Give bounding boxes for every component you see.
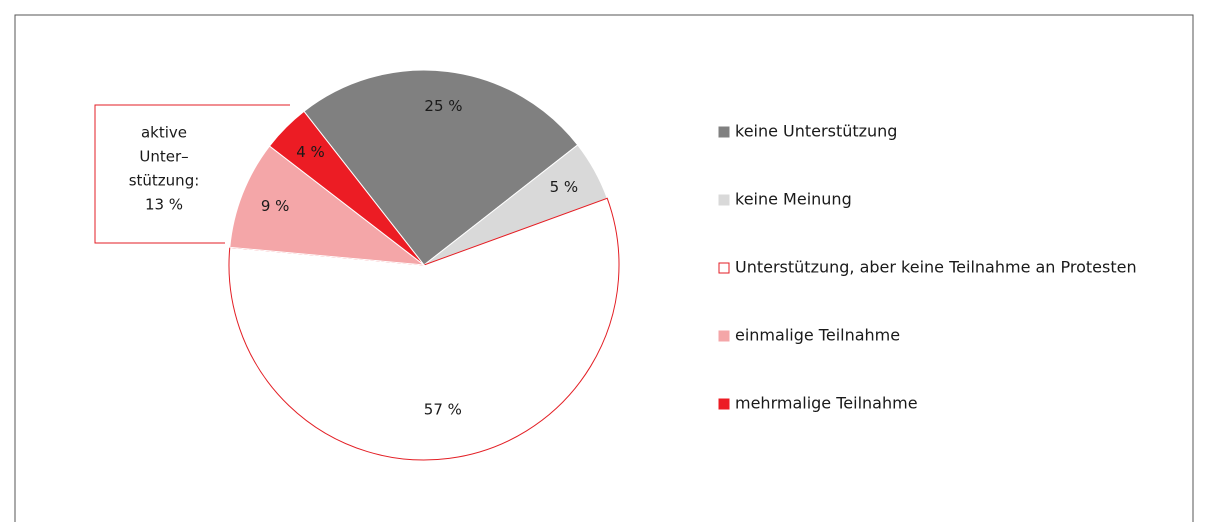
legend-label: keine Unterstützung bbox=[735, 122, 897, 141]
legend-swatch bbox=[718, 126, 730, 138]
pie-slice bbox=[228, 197, 620, 461]
value-label: 9 % bbox=[261, 197, 290, 215]
pie-slice bbox=[229, 145, 426, 266]
value-label: 25 % bbox=[424, 97, 462, 115]
legend-swatch bbox=[718, 330, 730, 342]
pie-slice bbox=[268, 110, 425, 266]
legend-swatch bbox=[718, 262, 730, 274]
value-label: 4 % bbox=[296, 143, 325, 161]
frame bbox=[14, 14, 1194, 522]
value-label: 5 % bbox=[550, 178, 579, 196]
annotation: aktive bbox=[141, 124, 187, 142]
legend-label: mehrmalige Teilnahme bbox=[735, 394, 918, 413]
annotation-box bbox=[94, 104, 290, 244]
legend-swatch bbox=[718, 194, 730, 206]
annotation: 13 % bbox=[145, 196, 183, 214]
pie-slice bbox=[303, 69, 579, 266]
annotation: stützung: bbox=[129, 172, 200, 190]
legend-label: Unterstützung, aber keine Teilnahme an P… bbox=[735, 258, 1137, 277]
legend-label: einmalige Teilnahme bbox=[735, 326, 900, 345]
legend-swatch bbox=[718, 398, 730, 410]
legend-label: keine Meinung bbox=[735, 190, 852, 209]
value-label: 57 % bbox=[424, 401, 462, 419]
annotation: Unter– bbox=[139, 148, 188, 166]
